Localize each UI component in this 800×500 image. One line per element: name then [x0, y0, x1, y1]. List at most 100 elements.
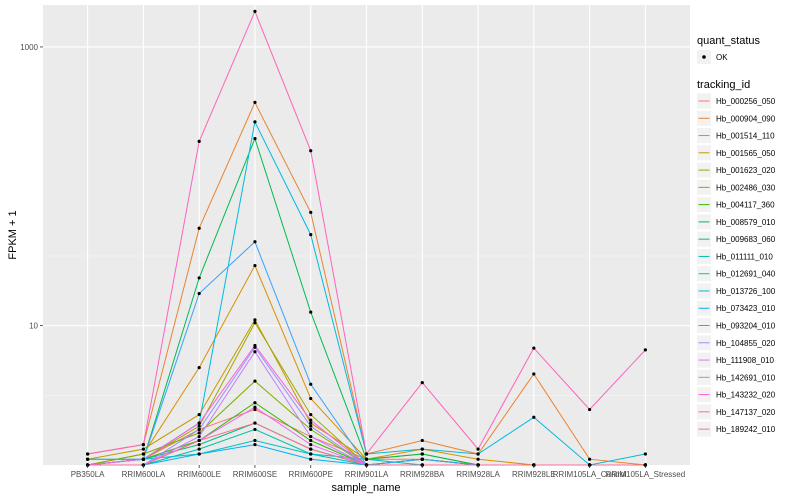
data-point-Hb_012691_040-5 [364, 457, 369, 461]
legend-label-Hb_004117_360: Hb_004117_360 [716, 201, 775, 210]
data-point-Hb_147137_020-3 [253, 9, 257, 13]
data-point-Hb_143232_020-3 [253, 343, 257, 348]
legend-qs-label-0: OK [716, 53, 728, 62]
legend-label-Hb_093204_010: Hb_093204_010 [716, 322, 776, 331]
data-point-Hb_001565_050-4 [309, 421, 313, 425]
x-tick-label-5: RRIM901LA [345, 470, 389, 479]
x-tick-label-3: RRIM600SE [233, 470, 277, 479]
legend-label-Hb_001623_020: Hb_001623_020 [716, 166, 776, 175]
data-point-Hb_013726_100-8 [532, 415, 536, 419]
data-point-Hb_000904_090-9 [588, 457, 592, 461]
data-point-Hb_002486_030-4 [309, 427, 313, 432]
data-point-Hb_147137_020-8 [532, 346, 536, 350]
legend-label-Hb_009683_060: Hb_009683_060 [716, 235, 776, 244]
data-point-Hb_143232_020-1 [141, 457, 145, 461]
data-point-Hb_008579_010-3 [253, 136, 257, 141]
legend: quant_status OK tracking_id Hb_000256_05… [697, 35, 776, 437]
data-point-Hb_002486_030-3 [253, 379, 257, 383]
x-tick-label-7: RRIM928LA [456, 470, 500, 479]
data-point-Hb_189242_010-2 [197, 438, 201, 443]
data-point-Hb_001565_050-1 [141, 447, 145, 451]
x-tick-label-0: PB350LA [71, 470, 105, 479]
data-point-Hb_143232_020-4 [309, 418, 313, 422]
legend-qs-point-0 [702, 55, 706, 59]
data-point-Hb_142691_010-3 [253, 405, 257, 409]
legend-label-Hb_000904_090: Hb_000904_090 [716, 114, 776, 123]
data-point-Hb_012691_040-0 [86, 457, 90, 461]
legend-label-Hb_143232_020: Hb_143232_020 [716, 391, 776, 400]
data-point-Hb_189242_010-3 [253, 421, 257, 425]
data-point-Hb_147137_020-0 [86, 452, 90, 456]
x-tick-label-8: RRIM928LE [512, 470, 556, 479]
legend-quant-status-entries: OK [697, 50, 728, 64]
grid-major [43, 5, 690, 465]
x-tick-label-4: RRIM600PE [288, 470, 332, 479]
data-point-Hb_013726_100-7 [476, 452, 480, 456]
data-point-Hb_001514_110-4 [309, 396, 313, 401]
legend-label-Hb_001565_050: Hb_001565_050 [716, 149, 776, 158]
data-point-Hb_000904_090-4 [309, 210, 313, 214]
data-point-Hb_147137_020-5 [364, 452, 369, 456]
data-point-Hb_147137_020-4 [309, 149, 313, 153]
x-axis-title: sample_name [331, 482, 400, 494]
data-point-Hb_073423_010-2 [197, 452, 201, 456]
data-point-Hb_004117_360-4 [309, 438, 313, 443]
data-point-Hb_011111_010-3 [253, 427, 257, 432]
data-point-Hb_008579_010-6 [420, 452, 424, 456]
data-point-Hb_001514_110-7 [476, 457, 480, 461]
data-point-Hb_002486_030-2 [197, 431, 201, 435]
data-point-Hb_001565_050-2 [197, 412, 201, 417]
data-point-Hb_001514_110-3 [253, 263, 257, 268]
data-point-Hb_142691_010-4 [309, 443, 313, 447]
data-point-Hb_013726_100-4 [309, 233, 313, 237]
data-point-Hb_093204_010-4 [309, 382, 313, 386]
data-point-Hb_189242_010-4 [309, 447, 313, 451]
legend-tracking-entries: Hb_000256_050 Hb_000904_090 Hb_001514_110 H… [697, 93, 776, 437]
data-point-Hb_147137_020-6 [420, 381, 424, 385]
data-point-Hb_000256_050-3 [253, 407, 257, 412]
data-point-Hb_147137_020-9 [588, 407, 592, 412]
data-point-Hb_000904_090-2 [197, 226, 201, 230]
data-point-Hb_147137_020-7 [476, 447, 480, 451]
legend-label-Hb_011111_010: Hb_011111_010 [716, 252, 773, 261]
legend-title-quant-status: quant_status [697, 35, 760, 47]
data-point-Hb_093204_010-3 [253, 240, 257, 244]
data-point-Hb_002486_030-1 [141, 452, 145, 456]
legend-label-Hb_002486_030: Hb_002486_030 [716, 183, 776, 192]
data-point-Hb_000904_090-6 [420, 438, 424, 443]
data-point-Hb_093204_010-6 [420, 457, 424, 461]
data-point-Hb_143232_020-2 [197, 421, 201, 425]
y-tick-label-1: 1000 [20, 43, 38, 52]
x-tick-label-6: RRIM928BA [400, 470, 445, 479]
data-point-Hb_111908_010-2 [197, 434, 201, 439]
data-point-Hb_111908_010-3 [253, 350, 257, 354]
legend-label-Hb_189242_010: Hb_189242_010 [716, 425, 776, 434]
x-axis-ticks: PB350LA RRIM600LA RRIM600LE RRIM600SE RRIM60… [71, 465, 685, 479]
data-point-Hb_001623_020-4 [309, 412, 313, 417]
data-point-Hb_111908_010-4 [309, 434, 313, 439]
legend-label-Hb_012691_040: Hb_012691_040 [716, 270, 776, 279]
data-point-Hb_012691_040-3 [253, 438, 257, 443]
data-point-Hb_009683_060-2 [197, 443, 201, 447]
x-tick-label-2: RRIM600LE [177, 470, 221, 479]
data-point-Hb_011111_010-2 [197, 447, 201, 451]
data-point-Hb_000904_090-3 [253, 100, 257, 105]
legend-label-Hb_008579_010: Hb_008579_010 [716, 218, 776, 227]
data-point-Hb_147137_020-1 [141, 443, 145, 447]
legend-label-Hb_142691_010: Hb_142691_010 [716, 373, 776, 382]
data-point-Hb_104855_020-4 [309, 424, 313, 428]
x-tick-label-1: RRIM600LA [122, 470, 166, 479]
legend-label-Hb_001514_110: Hb_001514_110 [716, 132, 775, 141]
x-tick-label-10: RRIM105LA_Stressed [606, 470, 686, 479]
legend-label-Hb_111908_010: Hb_111908_010 [716, 356, 775, 365]
data-point-Hb_008579_010-2 [197, 276, 201, 280]
legend-label-Hb_073423_010: Hb_073423_010 [716, 304, 776, 313]
data-point-Hb_008579_010-4 [309, 310, 313, 314]
data-point-Hb_013726_100-6 [420, 447, 424, 451]
data-point-Hb_013726_100-10 [643, 452, 647, 456]
y-axis-title: FPKM + 1 [7, 210, 19, 259]
data-point-Hb_073423_010-3 [253, 443, 257, 447]
y-tick-label-0: 10 [29, 322, 38, 331]
data-point-Hb_001565_050-3 [253, 318, 257, 322]
